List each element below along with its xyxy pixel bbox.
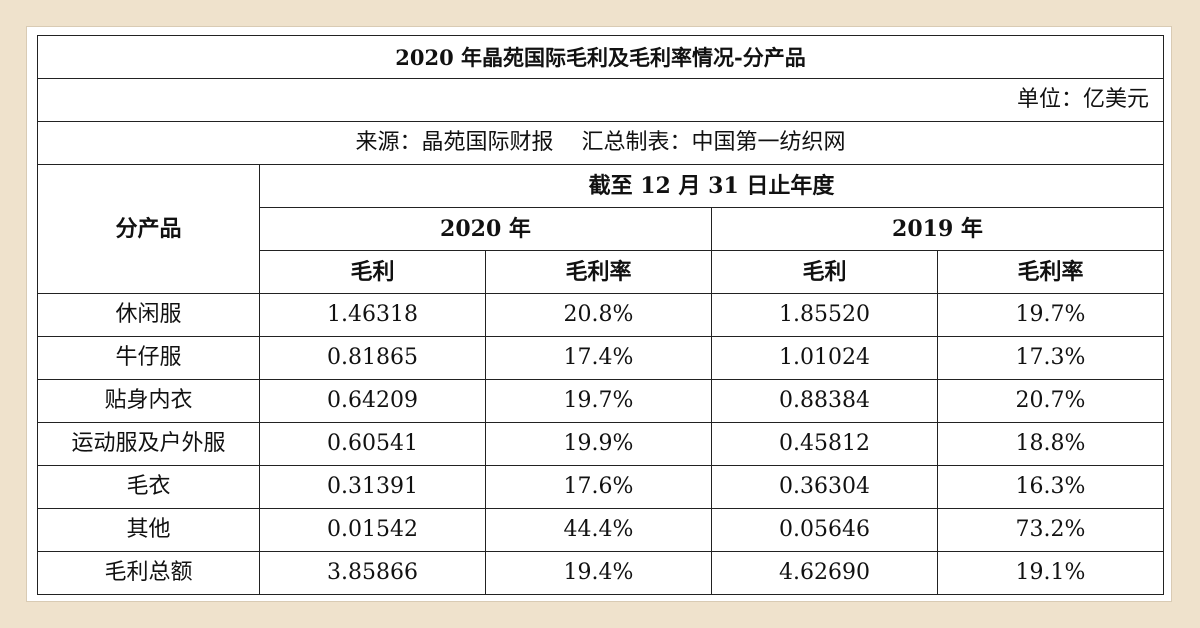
- gross-margin-2020-header: 毛利率: [485, 250, 712, 294]
- header-row-period: 分产品 截至 12 月 31 日止年度: [37, 164, 1164, 294]
- gross-profit-2019-cell: 1.01024: [711, 336, 938, 380]
- product-cell: 运动服及户外服: [37, 422, 260, 466]
- year-2020-header: 2020 年: [259, 207, 712, 251]
- gross-margin-2019-cell: 19.7%: [937, 293, 1164, 337]
- gross-margin-2019-cell: 17.3%: [937, 336, 1164, 380]
- gross-profit-2020-cell: 0.01542: [259, 508, 486, 552]
- period-header: 截至 12 月 31 日止年度: [259, 164, 1164, 208]
- table-row: 牛仔服 0.81865 17.4% 1.01024 17.3%: [37, 336, 1164, 380]
- product-cell: 毛衣: [37, 465, 260, 509]
- gross-margin-2020-cell: 17.6%: [485, 465, 712, 509]
- gross-profit-2019-cell: 0.88384: [711, 379, 938, 423]
- gross-margin-2020-cell: 19.7%: [485, 379, 712, 423]
- table-row: 其他 0.01542 44.4% 0.05646 73.2%: [37, 508, 1164, 552]
- gross-profit-2019-cell: 0.45812: [711, 422, 938, 466]
- gross-margin-2020-cell: 44.4%: [485, 508, 712, 552]
- gross-profit-table: 2020 年晶苑国际毛利及毛利率情况-分产品 单位：亿美元 来源：晶苑国际财报 …: [37, 35, 1164, 595]
- table-row: 毛衣 0.31391 17.6% 0.36304 16.3%: [37, 465, 1164, 509]
- gross-margin-2019-header: 毛利率: [937, 250, 1164, 294]
- gross-margin-2019-cell: 20.7%: [937, 379, 1164, 423]
- source-row: 来源：晶苑国际财报 汇总制表：中国第一纺织网: [37, 121, 1164, 165]
- product-cell: 牛仔服: [37, 336, 260, 380]
- table-title: 2020 年晶苑国际毛利及毛利率情况-分产品: [37, 35, 1164, 79]
- header-row-metrics: 毛利 毛利率 毛利 毛利率: [38, 250, 1164, 294]
- gross-profit-2020-cell: 1.46318: [259, 293, 486, 337]
- table-row: 运动服及户外服 0.60541 19.9% 0.45812 18.8%: [37, 422, 1164, 466]
- gross-profit-2019-cell: 4.62690: [711, 551, 938, 595]
- gross-profit-2019-cell: 0.05646: [711, 508, 938, 552]
- unit-row: 单位：亿美元: [37, 78, 1164, 122]
- table-row: 贴身内衣 0.64209 19.7% 0.88384 20.7%: [37, 379, 1164, 423]
- gross-profit-2020-cell: 0.31391: [259, 465, 486, 509]
- header-row-years: 2020 年 2019 年: [38, 207, 1164, 251]
- product-cell: 毛利总额: [37, 551, 260, 595]
- product-cell: 休闲服: [37, 293, 260, 337]
- gross-profit-2020-cell: 0.81865: [259, 336, 486, 380]
- gross-profit-2019-cell: 0.36304: [711, 465, 938, 509]
- title-row: 2020 年晶苑国际毛利及毛利率情况-分产品: [37, 35, 1164, 79]
- gross-margin-2020-cell: 17.4%: [485, 336, 712, 380]
- gross-profit-2020-cell: 0.60541: [259, 422, 486, 466]
- product-cell: 贴身内衣: [37, 379, 260, 423]
- table-row: 毛利总额 3.85866 19.4% 4.62690 19.1%: [37, 551, 1164, 595]
- gross-profit-2020-header: 毛利: [259, 250, 486, 294]
- gross-profit-2020-cell: 3.85866: [259, 551, 486, 595]
- gross-margin-2020-cell: 20.8%: [485, 293, 712, 337]
- document-page: 2020 年晶苑国际毛利及毛利率情况-分产品 单位：亿美元 来源：晶苑国际财报 …: [26, 26, 1172, 602]
- gross-profit-2020-cell: 0.64209: [259, 379, 486, 423]
- gross-profit-2019-cell: 1.85520: [711, 293, 938, 337]
- gross-margin-2019-cell: 18.8%: [937, 422, 1164, 466]
- source-label: 来源：晶苑国际财报 汇总制表：中国第一纺织网: [37, 121, 1164, 165]
- product-cell: 其他: [37, 508, 260, 552]
- unit-label: 单位：亿美元: [37, 78, 1164, 122]
- gross-margin-2020-cell: 19.9%: [485, 422, 712, 466]
- gross-profit-2019-header: 毛利: [711, 250, 938, 294]
- table-row: 休闲服 1.46318 20.8% 1.85520 19.7%: [37, 293, 1164, 337]
- year-2019-header: 2019 年: [711, 207, 1164, 251]
- gross-margin-2019-cell: 16.3%: [937, 465, 1164, 509]
- product-header: 分产品: [37, 164, 260, 294]
- gross-margin-2019-cell: 19.1%: [937, 551, 1164, 595]
- gross-margin-2019-cell: 73.2%: [937, 508, 1164, 552]
- gross-margin-2020-cell: 19.4%: [485, 551, 712, 595]
